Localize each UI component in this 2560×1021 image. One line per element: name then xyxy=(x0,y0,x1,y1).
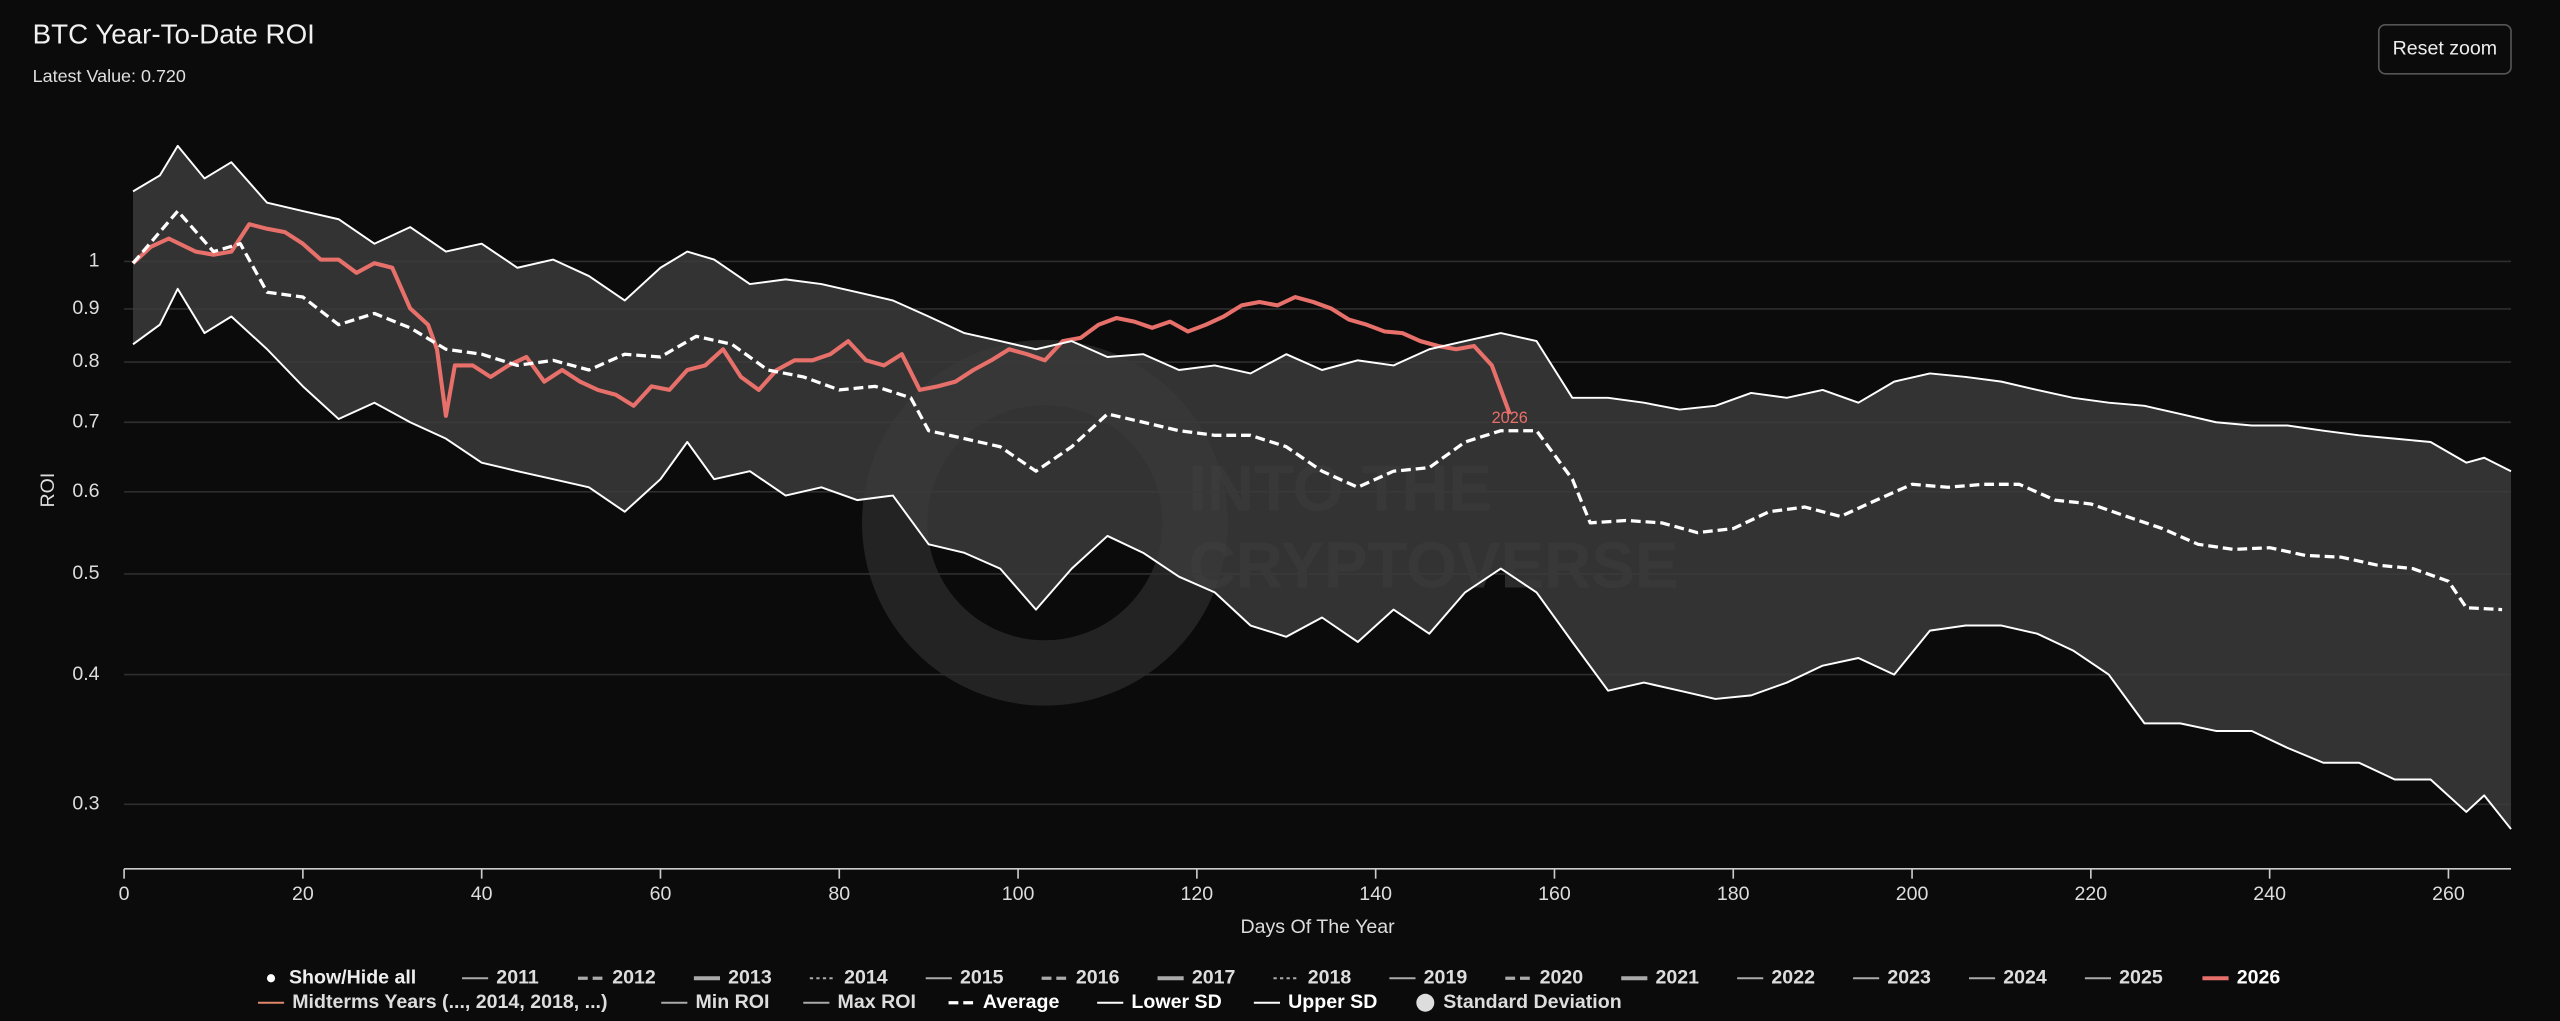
legend-item[interactable]: 2011 xyxy=(462,966,539,988)
x-tick-label: 120 xyxy=(1181,883,1214,905)
x-tick-label: 200 xyxy=(1896,883,1929,905)
legend-item[interactable]: Lower SD xyxy=(1097,991,1222,1013)
legend-item[interactable]: 2018 xyxy=(1273,966,1351,988)
legend-item[interactable]: Max ROI xyxy=(803,991,916,1013)
legend-item[interactable]: Standard Deviation xyxy=(1416,991,1622,1013)
x-tick-label: 240 xyxy=(2253,883,2286,905)
legend-label[interactable]: Upper SD xyxy=(1288,991,1377,1013)
legend-label[interactable]: 2015 xyxy=(960,966,1004,988)
legend-item[interactable]: 2015 xyxy=(925,966,1004,988)
y-tick-label: 0.7 xyxy=(72,410,99,432)
x-axis-label: Days Of The Year xyxy=(1240,916,1395,938)
x-tick-label: 260 xyxy=(2432,883,2465,905)
legend-label[interactable]: 2014 xyxy=(844,966,888,988)
legend-item[interactable]: 2017 xyxy=(1157,966,1236,988)
legend-label[interactable]: 2013 xyxy=(728,966,772,988)
reset-zoom-label[interactable]: Reset zoom xyxy=(2393,37,2497,59)
legend-item[interactable]: 2024 xyxy=(1968,966,2047,988)
legend-item[interactable]: 2026 xyxy=(2202,966,2280,988)
legend-item[interactable]: Upper SD xyxy=(1253,991,1377,1013)
legend-toggle[interactable]: Show/Hide all xyxy=(289,966,416,988)
y-axis-label: ROI xyxy=(37,473,59,508)
legend-label[interactable]: 2021 xyxy=(1656,966,1700,988)
x-tick-label: 40 xyxy=(471,883,493,905)
legend-item[interactable]: 2012 xyxy=(577,966,656,988)
reset-zoom-box[interactable] xyxy=(2377,23,2512,75)
x-tick-label: 80 xyxy=(828,883,850,905)
legend-label[interactable]: 2025 xyxy=(2119,966,2163,988)
chart-title: BTC Year-To-Date ROI xyxy=(33,19,315,50)
legend-item[interactable]: 2023 xyxy=(1853,966,1931,988)
legend-label[interactable]: Standard Deviation xyxy=(1443,991,1621,1013)
legend-item[interactable]: Midterms Years (..., 2014, 2018, ...) xyxy=(257,991,608,1013)
sd-band xyxy=(133,145,2512,830)
y-tick-label: 1 xyxy=(89,250,100,272)
legend: Show/Hide all 2011 2012 2013 2014 2015 2016 201… xyxy=(257,966,2280,1013)
legend-label[interactable]: 2012 xyxy=(612,966,656,988)
legend-label[interactable]: 2023 xyxy=(1887,966,1931,988)
x-tick-label: 160 xyxy=(1538,883,1571,905)
legend-label[interactable]: 2011 xyxy=(496,966,539,988)
series-line xyxy=(131,209,2503,612)
x-tick-label: 220 xyxy=(2075,883,2108,905)
series-line xyxy=(131,222,1512,418)
y-tick-label: 0.4 xyxy=(72,663,99,685)
y-tick-label: 0.5 xyxy=(72,562,99,584)
legend-toggle-dot xyxy=(266,974,276,983)
legend-item[interactable]: Min ROI xyxy=(661,991,769,1013)
legend-label[interactable]: 2020 xyxy=(1540,966,1584,988)
legend-label[interactable]: 2017 xyxy=(1192,966,1236,988)
legend-item[interactable]: 2013 xyxy=(693,966,772,988)
x-tick-label: 140 xyxy=(1359,883,1392,905)
legend-item[interactable]: 2022 xyxy=(1737,966,1815,988)
legend-label[interactable]: 2024 xyxy=(2003,966,2047,988)
legend-item[interactable]: 2016 xyxy=(1041,966,1120,988)
chart-subtitle: Latest Value: 0.720 xyxy=(33,66,186,86)
series-line xyxy=(132,144,2512,473)
x-tick-label: 0 xyxy=(119,883,130,905)
legend-label[interactable]: Midterms Years (..., 2014, 2018, ...) xyxy=(292,991,607,1013)
y-tick-label: 0.8 xyxy=(72,350,99,372)
x-tick-label: 60 xyxy=(650,883,672,905)
legend-item[interactable]: 2019 xyxy=(1389,966,1467,988)
legend-item[interactable]: 2025 xyxy=(2084,966,2163,988)
y-tick-label: 0.9 xyxy=(72,297,99,319)
y-tick-label: 0.3 xyxy=(72,793,99,815)
legend-item[interactable]: Average xyxy=(948,991,1060,1013)
x-tick-label: 180 xyxy=(1717,883,1750,905)
y-tick-label: 0.6 xyxy=(72,480,99,502)
legend-item[interactable]: 2021 xyxy=(1621,966,1699,988)
legend-label[interactable]: 2022 xyxy=(1771,966,1815,988)
legend-label[interactable]: 2016 xyxy=(1076,966,1120,988)
legend-label[interactable]: 2018 xyxy=(1308,966,1352,988)
legend-label[interactable]: 2019 xyxy=(1424,966,1468,988)
series-line xyxy=(132,287,2512,830)
legend-label[interactable]: Average xyxy=(983,991,1060,1013)
x-tick-label: 100 xyxy=(1002,883,1035,905)
legend-item[interactable]: 2020 xyxy=(1505,966,1583,988)
legend-label[interactable]: Max ROI xyxy=(838,991,916,1013)
legend-label[interactable]: Min ROI xyxy=(696,991,770,1013)
series-end-label: 2026 xyxy=(1492,409,1528,427)
x-tick-label: 20 xyxy=(292,883,314,905)
legend-label[interactable]: Lower SD xyxy=(1131,991,1221,1013)
legend-label[interactable]: 2026 xyxy=(2237,966,2281,988)
legend-symbol[interactable] xyxy=(1416,993,1435,1012)
reset-zoom[interactable]: Reset zoom xyxy=(2377,23,2512,75)
